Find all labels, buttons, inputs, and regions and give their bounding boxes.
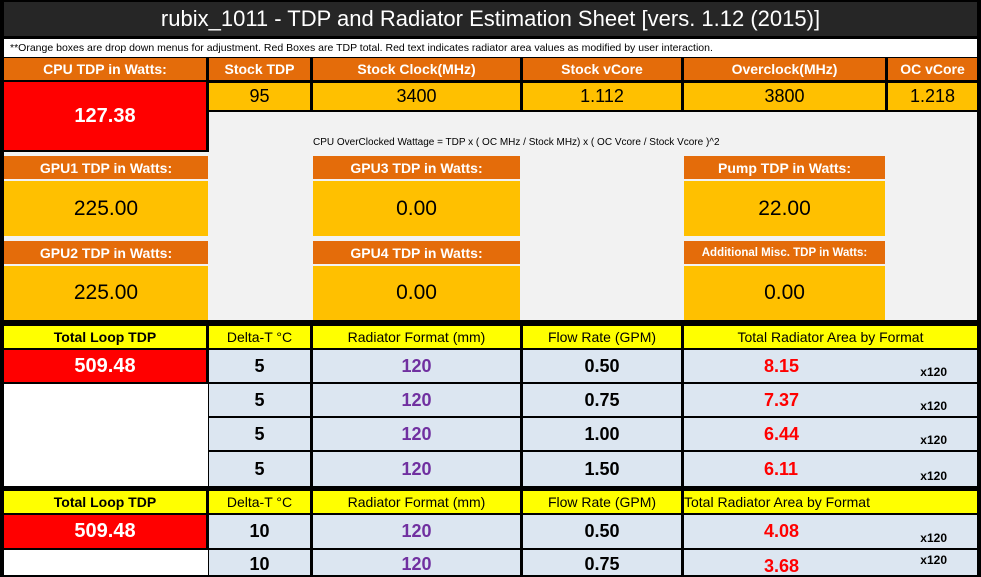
radiator-area-value: 4.08	[764, 521, 800, 541]
loop2-area-header: Total Radiator Area by Format	[684, 491, 977, 513]
loop1-delta-cell[interactable]: 5	[209, 418, 310, 450]
loop1-format-cell[interactable]: 120	[313, 384, 520, 416]
pump-tdp-label: Pump TDP in Watts:	[684, 156, 885, 179]
loop1-delta-cell[interactable]: 5	[209, 452, 310, 486]
gpu2-tdp-label: GPU2 TDP in Watts:	[4, 241, 208, 264]
gpu4-tdp-label: GPU4 TDP in Watts:	[313, 241, 520, 264]
misc-tdp-dropdown[interactable]: 0.00	[684, 266, 885, 320]
radiator-area-value: 6.11	[764, 458, 799, 479]
radiator-area-value: 7.37	[764, 389, 800, 410]
loop1-delta-cell[interactable]: 5	[209, 384, 310, 416]
cpu-tdp-total: 127.38	[4, 82, 206, 150]
loop1-delta-header: Delta-T °C	[209, 326, 310, 348]
loop2-flow-header: Flow Rate (GPM)	[523, 491, 681, 513]
instructions-note: **Orange boxes are drop down menus for a…	[4, 39, 977, 57]
loop1-format-cell[interactable]: 120	[313, 350, 520, 382]
loop1-area-cell: 6.44 x120	[684, 418, 977, 450]
cpu-tdp-label: CPU TDP in Watts:	[4, 58, 206, 80]
loop1-total-label: Total Loop TDP	[4, 326, 206, 348]
sheet-title: rubix_1011 - TDP and Radiator Estimation…	[4, 2, 977, 36]
loop1-format-header: Radiator Format (mm)	[313, 326, 520, 348]
stock-clock-header: Stock Clock(MHz)	[313, 58, 520, 80]
loop1-area-cell: 8.15 x120	[684, 350, 977, 382]
loop2-delta-header: Delta-T °C	[209, 491, 310, 513]
loop2-flow-cell: 0.75	[523, 550, 681, 575]
misc-tdp-label: Additional Misc. TDP in Watts:	[684, 241, 885, 264]
loop1-area-header: Total Radiator Area by Format	[684, 326, 977, 348]
stock-clock-dropdown[interactable]: 3400	[313, 83, 520, 110]
gpu1-tdp-label: GPU1 TDP in Watts:	[4, 156, 208, 179]
unit-suffix: x120	[920, 531, 947, 545]
loop1-flow-header: Flow Rate (GPM)	[523, 326, 681, 348]
gpu4-tdp-dropdown[interactable]: 0.00	[313, 266, 520, 320]
loop2-delta-cell[interactable]: 10	[209, 550, 310, 575]
loop1-area-cell: 7.37 x120	[684, 384, 977, 416]
loop1-flow-cell: 0.75	[523, 384, 681, 416]
gpu1-tdp-dropdown[interactable]: 225.00	[4, 181, 208, 236]
loop2-total-label: Total Loop TDP	[4, 491, 206, 513]
loop2-area-cell: 3.68 x120	[684, 550, 977, 576]
stock-tdp-header: Stock TDP	[209, 58, 310, 80]
loop1-area-cell: 6.11 x120	[684, 452, 977, 486]
oc-vcore-header: OC vCore	[888, 58, 977, 80]
loop1-blank	[4, 384, 208, 486]
loop2-total-tdp: 509.48	[4, 515, 206, 548]
radiator-area-value: 6.44	[764, 423, 800, 444]
loop2-flow-cell: 0.50	[523, 515, 681, 548]
radiator-area-value: 3.68	[764, 556, 800, 576]
loop2-format-header: Radiator Format (mm)	[313, 491, 520, 513]
overclock-header: Overclock(MHz)	[684, 58, 885, 80]
unit-suffix: x120	[920, 469, 947, 483]
loop2-area-cell: 4.08 x120	[684, 515, 977, 548]
radiator-area-value: 8.15	[764, 355, 800, 376]
stock-tdp-dropdown[interactable]: 95	[209, 83, 310, 110]
gpu2-tdp-dropdown[interactable]: 225.00	[4, 266, 208, 320]
loop1-delta-cell[interactable]: 5	[209, 350, 310, 382]
gpu3-tdp-label: GPU3 TDP in Watts:	[313, 156, 520, 179]
loop2-delta-cell[interactable]: 10	[209, 515, 310, 548]
cpu-formula: CPU OverClocked Wattage = TDP x ( OC MHz…	[313, 136, 720, 148]
gpu3-tdp-dropdown[interactable]: 0.00	[313, 181, 520, 236]
stock-vcore-header: Stock vCore	[523, 58, 681, 80]
loop1-total-tdp: 509.48	[4, 350, 206, 382]
loop1-flow-cell: 1.00	[523, 418, 681, 450]
overclock-dropdown[interactable]: 3800	[684, 83, 885, 110]
unit-suffix: x120	[920, 553, 947, 567]
oc-vcore-dropdown[interactable]: 1.218	[888, 83, 977, 110]
unit-suffix: x120	[920, 365, 947, 379]
loop2-format-cell[interactable]: 120	[313, 550, 520, 575]
loop2-blank	[4, 550, 208, 575]
unit-suffix: x120	[920, 433, 947, 447]
loop2-format-cell[interactable]: 120	[313, 515, 520, 548]
loop1-format-cell[interactable]: 120	[313, 452, 520, 486]
unit-suffix: x120	[920, 399, 947, 413]
loop1-format-cell[interactable]: 120	[313, 418, 520, 450]
loop1-flow-cell: 0.50	[523, 350, 681, 382]
stock-vcore-dropdown[interactable]: 1.112	[523, 83, 681, 110]
loop1-flow-cell: 1.50	[523, 452, 681, 486]
pump-tdp-dropdown[interactable]: 22.00	[684, 181, 885, 236]
